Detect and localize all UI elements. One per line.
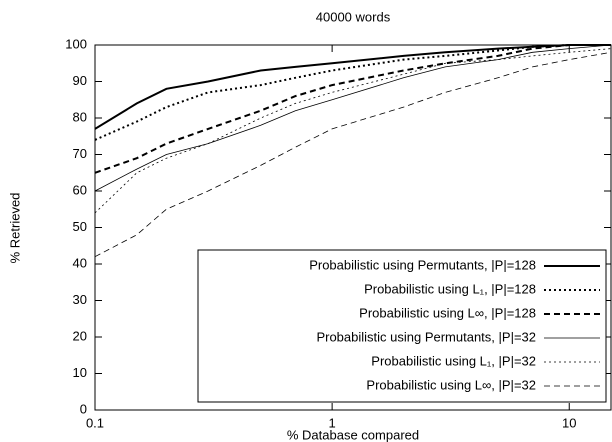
x-axis-label: % Database compared xyxy=(287,427,419,442)
y-tick-label: 70 xyxy=(73,146,87,161)
series-line xyxy=(94,44,611,174)
legend-label: Probabilistic using L∞, |P|=32 xyxy=(366,377,536,392)
x-tick-label: 1 xyxy=(329,415,336,430)
y-tick-label: 20 xyxy=(73,328,87,343)
legend-label: Probabilistic using L₁, |P|=32 xyxy=(371,353,536,368)
y-tick-label: 30 xyxy=(73,292,87,307)
y-tick-label: 0 xyxy=(80,401,87,416)
series-line xyxy=(94,44,612,192)
y-tick-label: 50 xyxy=(73,219,87,234)
legend-label: Probabilistic using L₁, |P|=128 xyxy=(364,281,536,296)
y-tick-label: 60 xyxy=(73,182,87,197)
y-tick-label: 40 xyxy=(73,255,87,270)
series-line xyxy=(94,48,612,214)
chart-title: 40000 words xyxy=(316,9,391,24)
series-line xyxy=(94,51,612,258)
legend-label: Probabilistic using Permutants, |P|=128 xyxy=(309,257,536,272)
y-tick-label: 100 xyxy=(65,36,87,51)
y-tick-label: 10 xyxy=(73,365,87,380)
legend-box xyxy=(197,249,607,403)
y-axis-label: % Retrieved xyxy=(7,193,22,264)
series-line xyxy=(94,44,611,141)
legend-label: Probabilistic using Permutants, |P|=32 xyxy=(316,329,536,344)
x-tick-label: 10 xyxy=(562,415,576,430)
x-tick-label: 0.1 xyxy=(86,415,104,430)
legend-label: Probabilistic using L∞, |P|=128 xyxy=(359,305,536,320)
y-tick-label: 80 xyxy=(73,109,87,124)
y-tick-label: 90 xyxy=(73,73,87,88)
